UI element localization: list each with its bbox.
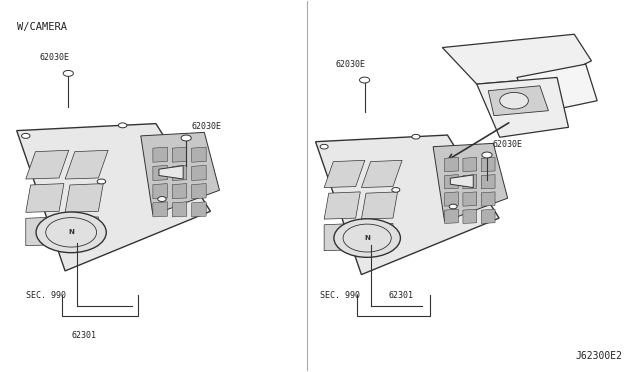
Text: 62301: 62301 [389,291,414,300]
Polygon shape [191,147,206,162]
Text: SEC. 990: SEC. 990 [320,291,360,300]
Polygon shape [17,124,211,271]
Polygon shape [463,174,477,189]
Circle shape [36,212,106,253]
Text: 62301: 62301 [72,331,97,340]
Circle shape [482,152,492,158]
Polygon shape [65,150,108,179]
Polygon shape [362,192,397,219]
Text: 62030E: 62030E [492,140,522,149]
Polygon shape [324,192,360,219]
Polygon shape [159,166,183,179]
Text: J62300E2: J62300E2 [576,352,623,361]
Polygon shape [445,174,458,189]
Polygon shape [26,217,59,246]
Text: N: N [364,235,370,241]
Polygon shape [463,209,477,224]
Polygon shape [172,165,187,180]
Circle shape [360,77,370,83]
Text: W/CAMERA: W/CAMERA [17,22,67,32]
Polygon shape [153,147,168,162]
Polygon shape [153,202,168,217]
Polygon shape [172,147,187,162]
Polygon shape [191,183,206,199]
Circle shape [412,134,420,139]
Polygon shape [481,192,495,206]
Circle shape [157,196,166,202]
Polygon shape [481,174,495,189]
Polygon shape [324,160,365,187]
Text: 62030E: 62030E [191,122,221,131]
Polygon shape [477,77,568,137]
Polygon shape [463,192,477,206]
Polygon shape [324,224,356,251]
Polygon shape [153,183,168,199]
Polygon shape [172,202,187,217]
Circle shape [63,70,74,76]
Polygon shape [191,165,206,180]
Circle shape [320,144,328,149]
Polygon shape [65,183,103,212]
Circle shape [392,187,400,192]
Polygon shape [517,64,597,114]
Polygon shape [65,217,99,246]
Circle shape [334,219,401,257]
Polygon shape [451,175,473,187]
Polygon shape [445,209,458,224]
Polygon shape [26,183,64,212]
Polygon shape [362,224,393,251]
Polygon shape [481,209,495,224]
Circle shape [118,123,127,128]
Text: SEC. 990: SEC. 990 [26,291,66,300]
Circle shape [500,92,529,109]
Polygon shape [463,157,477,171]
Text: 62030E: 62030E [336,60,366,68]
Text: 62030E: 62030E [40,53,70,62]
Circle shape [449,204,457,209]
Polygon shape [481,157,495,171]
Polygon shape [445,192,458,206]
Polygon shape [153,165,168,180]
Polygon shape [172,183,187,199]
Polygon shape [433,143,508,221]
Circle shape [97,179,106,184]
Circle shape [181,135,191,141]
Circle shape [22,134,30,138]
Polygon shape [141,132,220,215]
Polygon shape [445,157,458,171]
Polygon shape [488,86,548,116]
Polygon shape [362,160,402,187]
Text: N: N [68,229,74,235]
Polygon shape [26,150,68,179]
Polygon shape [442,34,591,84]
Polygon shape [191,202,206,217]
Polygon shape [316,135,499,275]
